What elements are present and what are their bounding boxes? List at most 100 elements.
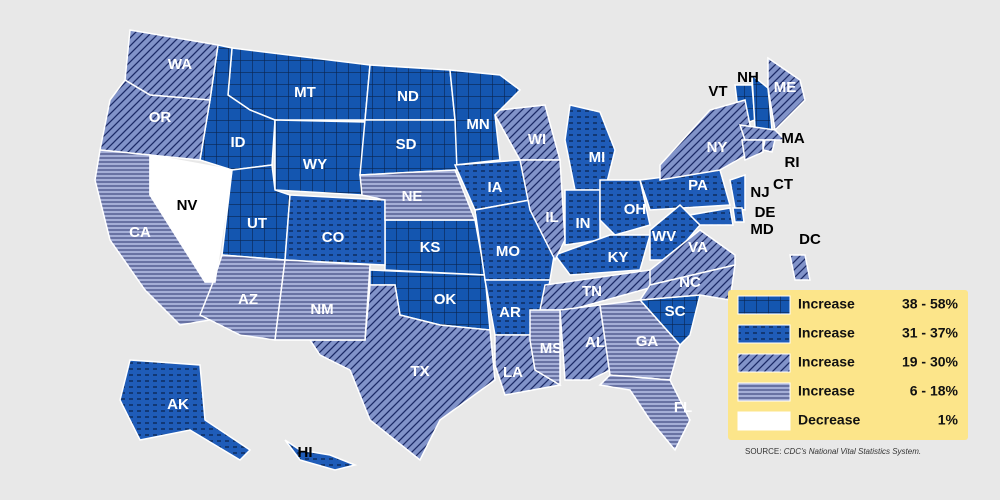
legend-label: Increase <box>798 354 855 370</box>
state-shape <box>308 284 496 462</box>
source-text: CDC's National Vital Statistics System. <box>784 447 921 456</box>
source: SOURCE: CDC's National Vital Statistics … <box>745 447 921 456</box>
legend-range: 6 - 18% <box>910 383 959 399</box>
state-label: SC <box>665 303 686 320</box>
legend-swatch <box>737 295 791 315</box>
state-label: NE <box>402 188 423 205</box>
state-shape <box>738 124 787 141</box>
state-label: PA <box>688 177 708 194</box>
state-label: MI <box>589 149 606 166</box>
state-label: DC <box>799 231 821 248</box>
state-label: UT <box>247 215 267 232</box>
state-label: TN <box>582 283 602 300</box>
state-label: HI <box>298 444 313 461</box>
state-label: ID <box>231 134 246 151</box>
state-label: CT <box>773 176 793 193</box>
state-label: NH <box>737 69 759 86</box>
legend-range: 38 - 58% <box>902 296 959 312</box>
state-shape <box>99 79 211 161</box>
state-label: NC <box>679 274 701 291</box>
state-shape <box>762 139 776 153</box>
state-label: OH <box>624 201 647 218</box>
state-shape <box>649 229 736 286</box>
state-label: CO <box>322 229 345 246</box>
state-label: WY <box>303 156 327 173</box>
legend: Increase 38 - 58% Increase 31 - 37% Increase… <box>737 295 959 431</box>
state-shape <box>767 56 806 132</box>
state-label: WI <box>528 131 546 148</box>
state-shape <box>598 374 691 452</box>
state-label: MS <box>540 340 563 357</box>
state-label: NM <box>310 301 333 318</box>
state-label: OR <box>149 109 172 126</box>
state-label: IN <box>576 215 591 232</box>
labels: MT ND MN ID WY SD UT KS OK SC VT NH CO IA MO AR MI IN OH PA… <box>129 56 821 461</box>
state-label: TX <box>410 363 429 380</box>
legend-swatch <box>737 411 791 431</box>
state-shape <box>729 173 746 211</box>
state-label: ME <box>774 79 797 96</box>
state-shape <box>119 359 252 461</box>
legend-swatch <box>737 353 791 373</box>
state-shape <box>284 439 358 471</box>
state-label: GA <box>636 333 659 350</box>
state-label: MA <box>781 130 804 147</box>
legend-range: 31 - 37% <box>902 325 959 341</box>
state-label: LA <box>503 364 523 381</box>
legend-range: 1% <box>938 412 959 428</box>
state-label: OK <box>434 291 457 308</box>
state-shape <box>789 254 811 281</box>
state-shape <box>519 159 566 262</box>
states <box>94 29 811 471</box>
legend-label: Increase <box>798 325 855 341</box>
state-shape <box>599 299 681 381</box>
state-shape <box>284 194 386 266</box>
state-label: MO <box>496 243 520 260</box>
legend-label: Increase <box>798 383 855 399</box>
state-label: AK <box>167 396 189 413</box>
state-label: CA <box>129 224 151 241</box>
legend-label: Decrease <box>798 412 860 428</box>
state-shape <box>149 154 233 283</box>
state-label: RI <box>785 154 800 171</box>
legend-swatch <box>737 324 791 344</box>
state-shape <box>359 169 477 221</box>
state-label: ND <box>397 88 419 105</box>
state-shape <box>732 207 745 223</box>
state-label: FL <box>674 399 692 416</box>
state-label: SD <box>396 136 417 153</box>
legend-swatch <box>737 382 791 402</box>
state-shape <box>599 179 651 236</box>
source-label: SOURCE: <box>745 447 781 456</box>
state-shape <box>638 264 736 301</box>
state-label: MT <box>294 84 316 101</box>
state-label: AR <box>499 304 521 321</box>
state-label: NJ <box>750 184 769 201</box>
state-label: WV <box>652 228 676 245</box>
state-label: VT <box>708 83 727 100</box>
state-label: KY <box>608 249 629 266</box>
state-label: AL <box>585 334 605 351</box>
state-label: NY <box>707 139 728 156</box>
state-label: NV <box>177 197 198 214</box>
state-shape <box>564 104 616 191</box>
state-label: WA <box>168 56 192 73</box>
legend-label: Increase <box>798 296 855 312</box>
state-label: AZ <box>238 291 258 308</box>
state-shape <box>274 259 371 341</box>
state-label: IA <box>488 179 503 196</box>
state-shape <box>559 304 611 381</box>
state-shape <box>688 207 734 226</box>
legend-range: 19 - 30% <box>902 354 959 370</box>
state-label: MD <box>750 221 773 238</box>
state-label: KS <box>420 239 441 256</box>
state-shape <box>539 269 662 311</box>
state-label: MN <box>466 116 489 133</box>
state-label: IL <box>545 209 558 226</box>
state-shape <box>529 309 561 387</box>
state-label: DE <box>755 204 776 221</box>
state-shape <box>553 234 651 276</box>
state-shape <box>741 139 764 162</box>
state-label: VA <box>688 239 708 256</box>
